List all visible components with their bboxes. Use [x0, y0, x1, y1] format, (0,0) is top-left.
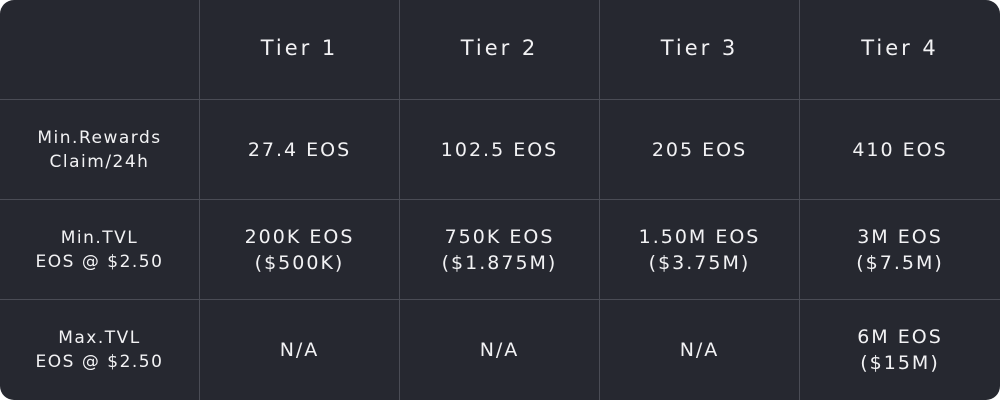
- row-label-min-tvl: Min.TVL EOS @ $2.50: [0, 200, 200, 300]
- table-cell: 200K EOS ($500K): [200, 200, 400, 300]
- table-cell: 750K EOS ($1.875M): [400, 200, 600, 300]
- header-tier-3: Tier 3: [600, 0, 800, 100]
- table-cell: 205 EOS: [600, 100, 800, 200]
- header-tier-4: Tier 4: [800, 0, 1000, 100]
- corner-cell: [0, 0, 200, 100]
- table-cell: N/A: [600, 300, 800, 400]
- row-label-max-tvl: Max.TVL EOS @ $2.50: [0, 300, 200, 400]
- table-cell: N/A: [400, 300, 600, 400]
- table-cell: 102.5 EOS: [400, 100, 600, 200]
- table-cell: 410 EOS: [800, 100, 1000, 200]
- row-label-min-rewards: Min.Rewards Claim/24h: [0, 100, 200, 200]
- table-cell: 3M EOS ($7.5M): [800, 200, 1000, 300]
- header-tier-2: Tier 2: [400, 0, 600, 100]
- table-cell: N/A: [200, 300, 400, 400]
- table-cell: 1.50M EOS ($3.75M): [600, 200, 800, 300]
- table-cell: 27.4 EOS: [200, 100, 400, 200]
- header-tier-1: Tier 1: [200, 0, 400, 100]
- table-cell: 6M EOS ($15M): [857, 326, 943, 374]
